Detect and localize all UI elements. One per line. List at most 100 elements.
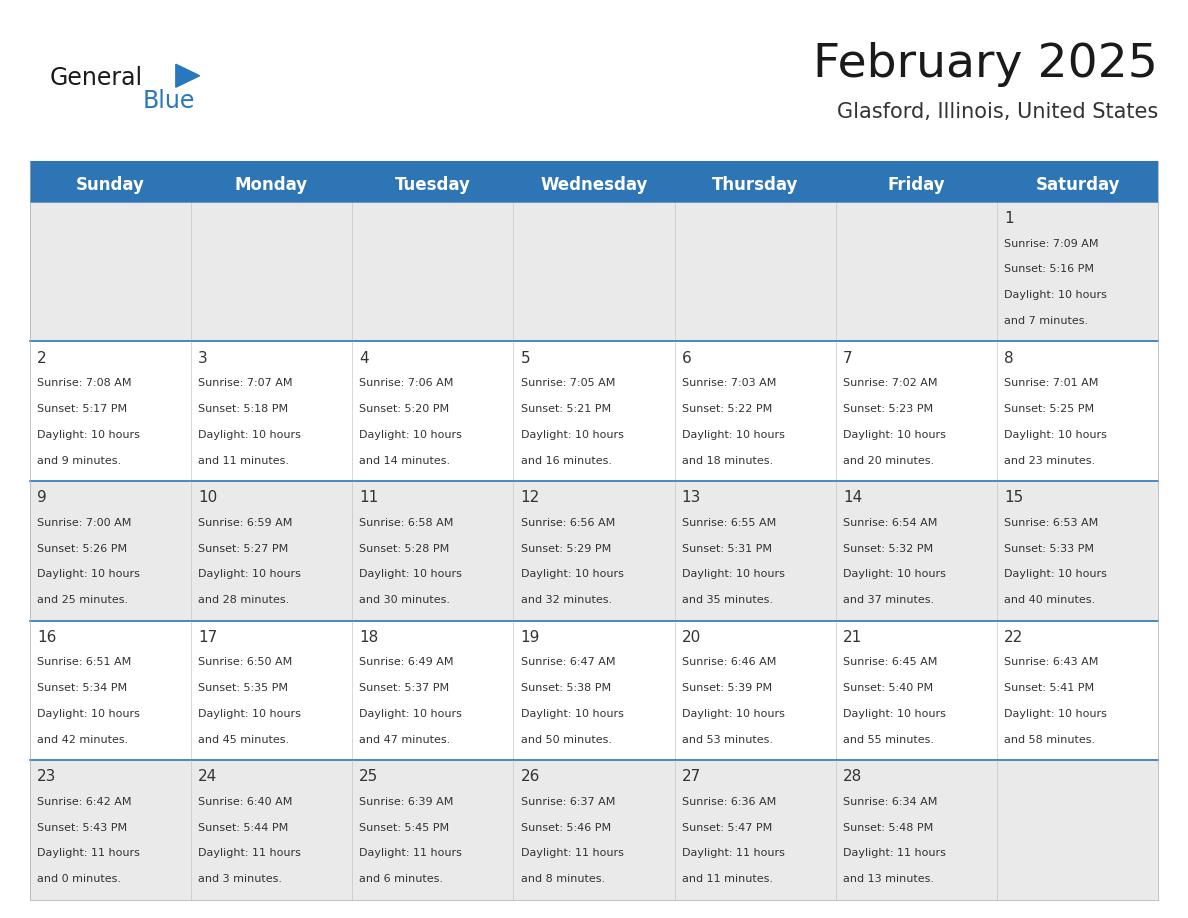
Text: Daylight: 10 hours: Daylight: 10 hours: [1004, 569, 1107, 579]
Text: 16: 16: [37, 630, 56, 644]
Text: 10: 10: [198, 490, 217, 505]
Text: 25: 25: [359, 769, 379, 784]
Text: Sunset: 5:27 PM: Sunset: 5:27 PM: [198, 543, 289, 554]
Text: Sunrise: 6:46 AM: Sunrise: 6:46 AM: [682, 657, 776, 667]
Text: Daylight: 10 hours: Daylight: 10 hours: [843, 430, 946, 440]
Text: Sunset: 5:47 PM: Sunset: 5:47 PM: [682, 823, 772, 833]
Text: Daylight: 10 hours: Daylight: 10 hours: [37, 709, 140, 719]
Text: Friday: Friday: [887, 175, 946, 194]
Text: Daylight: 11 hours: Daylight: 11 hours: [198, 848, 301, 858]
Text: Daylight: 10 hours: Daylight: 10 hours: [520, 569, 624, 579]
Text: and 47 minutes.: and 47 minutes.: [359, 734, 450, 744]
Text: Daylight: 10 hours: Daylight: 10 hours: [843, 709, 946, 719]
Text: Sunset: 5:32 PM: Sunset: 5:32 PM: [843, 543, 933, 554]
Text: 7: 7: [843, 351, 853, 365]
Text: Sunset: 5:34 PM: Sunset: 5:34 PM: [37, 683, 127, 693]
Text: 22: 22: [1004, 630, 1023, 644]
Text: 18: 18: [359, 630, 379, 644]
Text: Sunday: Sunday: [76, 175, 145, 194]
Text: Daylight: 10 hours: Daylight: 10 hours: [682, 430, 784, 440]
Text: and 53 minutes.: and 53 minutes.: [682, 734, 772, 744]
Text: and 11 minutes.: and 11 minutes.: [198, 455, 289, 465]
Text: and 6 minutes.: and 6 minutes.: [359, 874, 443, 884]
Text: 15: 15: [1004, 490, 1023, 505]
Text: and 11 minutes.: and 11 minutes.: [682, 874, 772, 884]
FancyBboxPatch shape: [30, 202, 1158, 341]
Text: and 50 minutes.: and 50 minutes.: [520, 734, 612, 744]
Text: 21: 21: [843, 630, 862, 644]
Text: Sunrise: 7:09 AM: Sunrise: 7:09 AM: [1004, 239, 1099, 249]
Text: and 13 minutes.: and 13 minutes.: [843, 874, 934, 884]
Text: and 7 minutes.: and 7 minutes.: [1004, 316, 1088, 326]
Text: Daylight: 10 hours: Daylight: 10 hours: [1004, 290, 1107, 300]
Text: 12: 12: [520, 490, 539, 505]
Text: 11: 11: [359, 490, 379, 505]
Text: Sunrise: 7:05 AM: Sunrise: 7:05 AM: [520, 378, 615, 388]
Text: and 37 minutes.: and 37 minutes.: [843, 595, 934, 605]
Text: Sunrise: 6:39 AM: Sunrise: 6:39 AM: [359, 797, 454, 807]
Text: and 55 minutes.: and 55 minutes.: [843, 734, 934, 744]
Text: Sunrise: 6:56 AM: Sunrise: 6:56 AM: [520, 518, 614, 528]
Text: Daylight: 10 hours: Daylight: 10 hours: [843, 569, 946, 579]
FancyBboxPatch shape: [30, 621, 1158, 760]
Text: Daylight: 10 hours: Daylight: 10 hours: [198, 430, 301, 440]
Text: Daylight: 10 hours: Daylight: 10 hours: [520, 709, 624, 719]
Text: 9: 9: [37, 490, 46, 505]
Text: Sunrise: 6:59 AM: Sunrise: 6:59 AM: [198, 518, 292, 528]
Text: 6: 6: [682, 351, 691, 365]
Text: Sunset: 5:46 PM: Sunset: 5:46 PM: [520, 823, 611, 833]
Text: 3: 3: [198, 351, 208, 365]
Text: 13: 13: [682, 490, 701, 505]
Text: 27: 27: [682, 769, 701, 784]
Text: Daylight: 11 hours: Daylight: 11 hours: [520, 848, 624, 858]
Text: 20: 20: [682, 630, 701, 644]
Text: Sunrise: 6:36 AM: Sunrise: 6:36 AM: [682, 797, 776, 807]
Text: 23: 23: [37, 769, 56, 784]
Text: Monday: Monday: [235, 175, 308, 194]
Text: Sunset: 5:18 PM: Sunset: 5:18 PM: [198, 404, 289, 414]
Text: Sunset: 5:43 PM: Sunset: 5:43 PM: [37, 823, 127, 833]
Text: Daylight: 10 hours: Daylight: 10 hours: [359, 430, 462, 440]
Text: 8: 8: [1004, 351, 1013, 365]
Text: and 58 minutes.: and 58 minutes.: [1004, 734, 1095, 744]
Text: Sunset: 5:16 PM: Sunset: 5:16 PM: [1004, 264, 1094, 274]
Text: Sunrise: 6:53 AM: Sunrise: 6:53 AM: [1004, 518, 1099, 528]
Text: Sunrise: 6:58 AM: Sunrise: 6:58 AM: [359, 518, 454, 528]
Text: Wednesday: Wednesday: [541, 175, 647, 194]
Text: 14: 14: [843, 490, 862, 505]
Text: Sunset: 5:33 PM: Sunset: 5:33 PM: [1004, 543, 1094, 554]
Text: and 40 minutes.: and 40 minutes.: [1004, 595, 1095, 605]
Text: General: General: [50, 66, 143, 90]
Text: Daylight: 10 hours: Daylight: 10 hours: [359, 569, 462, 579]
Text: and 0 minutes.: and 0 minutes.: [37, 874, 121, 884]
Text: and 30 minutes.: and 30 minutes.: [359, 595, 450, 605]
Text: Daylight: 10 hours: Daylight: 10 hours: [198, 569, 301, 579]
Text: Sunset: 5:35 PM: Sunset: 5:35 PM: [198, 683, 287, 693]
Text: and 28 minutes.: and 28 minutes.: [198, 595, 290, 605]
Text: Sunset: 5:28 PM: Sunset: 5:28 PM: [359, 543, 449, 554]
Text: Sunset: 5:25 PM: Sunset: 5:25 PM: [1004, 404, 1094, 414]
Text: and 8 minutes.: and 8 minutes.: [520, 874, 605, 884]
Text: Sunset: 5:20 PM: Sunset: 5:20 PM: [359, 404, 449, 414]
Text: Sunrise: 6:45 AM: Sunrise: 6:45 AM: [843, 657, 937, 667]
FancyBboxPatch shape: [30, 760, 1158, 900]
Text: Daylight: 11 hours: Daylight: 11 hours: [843, 848, 946, 858]
Text: Daylight: 11 hours: Daylight: 11 hours: [37, 848, 140, 858]
Text: Sunrise: 7:06 AM: Sunrise: 7:06 AM: [359, 378, 454, 388]
Text: Daylight: 10 hours: Daylight: 10 hours: [198, 709, 301, 719]
Text: Daylight: 10 hours: Daylight: 10 hours: [520, 430, 624, 440]
Text: Sunrise: 7:08 AM: Sunrise: 7:08 AM: [37, 378, 132, 388]
Text: Sunset: 5:31 PM: Sunset: 5:31 PM: [682, 543, 772, 554]
Text: Daylight: 10 hours: Daylight: 10 hours: [682, 709, 784, 719]
Text: Sunrise: 6:50 AM: Sunrise: 6:50 AM: [198, 657, 292, 667]
Text: Sunrise: 7:03 AM: Sunrise: 7:03 AM: [682, 378, 776, 388]
Text: Sunset: 5:41 PM: Sunset: 5:41 PM: [1004, 683, 1094, 693]
Text: Sunrise: 6:42 AM: Sunrise: 6:42 AM: [37, 797, 132, 807]
Text: and 9 minutes.: and 9 minutes.: [37, 455, 121, 465]
Text: Sunset: 5:37 PM: Sunset: 5:37 PM: [359, 683, 449, 693]
Text: Sunset: 5:45 PM: Sunset: 5:45 PM: [359, 823, 449, 833]
Text: 17: 17: [198, 630, 217, 644]
Text: Sunrise: 6:49 AM: Sunrise: 6:49 AM: [359, 657, 454, 667]
Text: Thursday: Thursday: [712, 175, 798, 194]
Text: and 45 minutes.: and 45 minutes.: [198, 734, 289, 744]
